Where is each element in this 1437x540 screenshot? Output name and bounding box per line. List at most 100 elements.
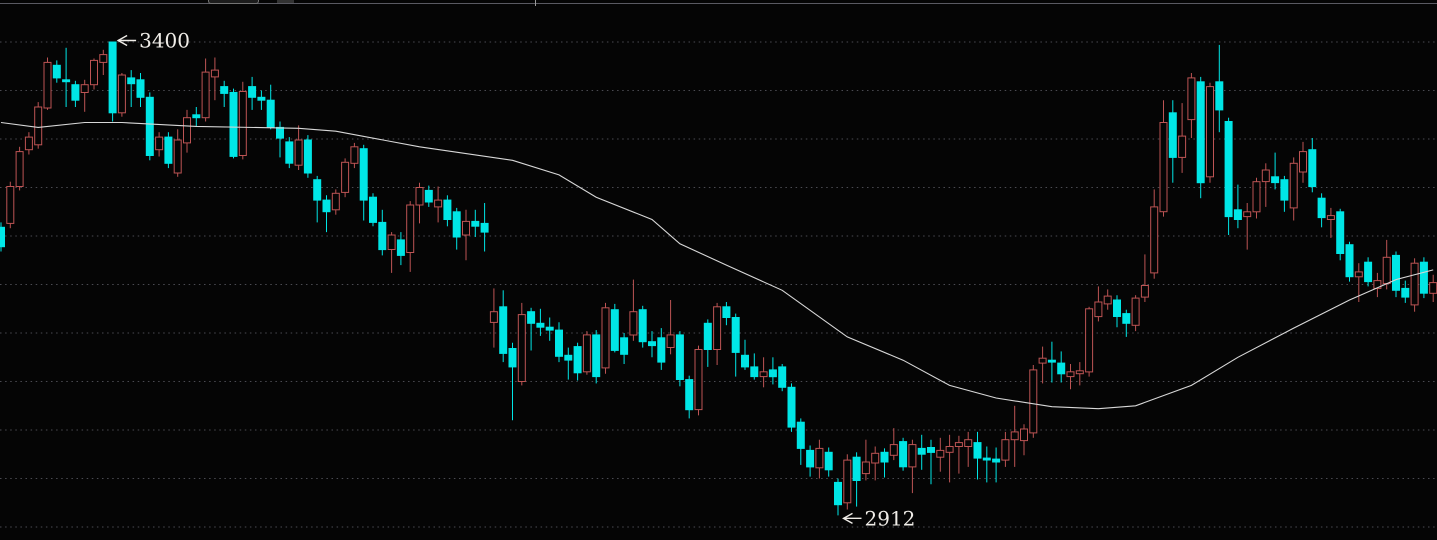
annotation-3400: 3400 [116, 29, 190, 53]
candle-up [964, 431, 973, 467]
candle-up [954, 435, 963, 474]
candle-up [945, 434, 954, 483]
candle-up [415, 182, 424, 224]
candle-up [6, 181, 15, 229]
candle-down [778, 364, 787, 392]
candle-down [1233, 184, 1242, 229]
window-tab-remnant-icon[interactable] [208, 0, 259, 4]
candle-down [108, 41, 117, 122]
candle-up [117, 73, 126, 117]
candle-down [266, 84, 275, 130]
candle-up [294, 125, 303, 170]
candle-down [536, 308, 545, 336]
candle-up [629, 279, 638, 341]
candle-down [1364, 257, 1373, 287]
candle-down [1419, 257, 1428, 299]
candle-down [127, 70, 136, 107]
candle-down [685, 375, 694, 419]
candle-up [99, 49, 108, 75]
candle-down [852, 452, 861, 507]
candle-down [657, 328, 666, 370]
candle-down [787, 383, 796, 432]
candle-up [908, 439, 917, 494]
candle-up [1261, 163, 1270, 207]
candle-up [1429, 274, 1437, 302]
annotation-2912: 2912 [842, 506, 915, 530]
candle-down [52, 60, 61, 83]
candle-up [341, 158, 350, 198]
candle-down [322, 195, 331, 233]
candle-up [1252, 177, 1261, 219]
candle-down [1113, 295, 1121, 328]
candle-down [648, 331, 656, 358]
candle-down [1308, 138, 1317, 193]
candle-down [71, 80, 80, 107]
candle-down [741, 339, 749, 370]
candle-down [992, 447, 1001, 483]
candle-down [443, 195, 452, 227]
window-tab-remnant-2-icon[interactable] [277, 0, 294, 3]
candle-down [192, 107, 201, 127]
candle-down [899, 437, 908, 471]
candle-up [1020, 424, 1028, 456]
candle-up [210, 57, 219, 101]
candle-down [722, 302, 731, 326]
candle-up [387, 232, 396, 273]
candle-down [62, 47, 71, 107]
candle-down [480, 203, 489, 252]
candle-down [610, 303, 619, 353]
window-top-border [0, 3, 1437, 4]
candle-up [861, 439, 870, 481]
candle-down [1392, 251, 1400, 298]
candle-down [378, 209, 387, 256]
candle-up [155, 132, 164, 157]
candle-up [1010, 405, 1019, 467]
candle-up [759, 357, 768, 388]
candle-up [601, 302, 610, 374]
candle-up [1150, 189, 1159, 279]
candle-up [24, 132, 33, 155]
candle-down [917, 434, 926, 470]
candle-up [1075, 362, 1084, 386]
candle-down [257, 90, 266, 110]
candle-down [1317, 193, 1326, 228]
candle-up [889, 428, 898, 461]
candle-up [34, 102, 43, 149]
candle-down [638, 305, 647, 348]
candle-down [285, 137, 294, 169]
candle-up [1131, 295, 1140, 332]
candle-down [1271, 152, 1280, 190]
candle-down [313, 175, 322, 223]
candle-down [927, 439, 935, 485]
candle-up [1187, 73, 1196, 138]
candle-up [462, 209, 470, 261]
candle-up [15, 146, 24, 191]
candle-up [871, 446, 880, 481]
candle-up [666, 300, 675, 355]
candle-down [527, 307, 536, 351]
candle-up [1299, 141, 1307, 183]
candle-up [582, 331, 591, 375]
candle-down [573, 342, 582, 381]
candle-down [1047, 341, 1056, 383]
candle-up [936, 437, 945, 472]
candle-up [489, 288, 498, 348]
candle-up [406, 201, 415, 272]
candle-down [1122, 309, 1131, 337]
candle-down [220, 80, 229, 107]
candle-down [229, 88, 238, 159]
candle-up [1410, 258, 1419, 312]
candle-up [1140, 254, 1149, 302]
candle-down [471, 209, 480, 237]
candle-down [620, 333, 629, 364]
candle-down [592, 330, 601, 384]
candle-down [1280, 175, 1289, 212]
candle-down [806, 445, 815, 477]
candle-down [824, 447, 833, 477]
candle-up [173, 129, 182, 177]
candle-down [508, 342, 517, 421]
candle-down [1168, 100, 1177, 183]
candle-down [369, 193, 377, 227]
candle-up [1373, 272, 1382, 298]
